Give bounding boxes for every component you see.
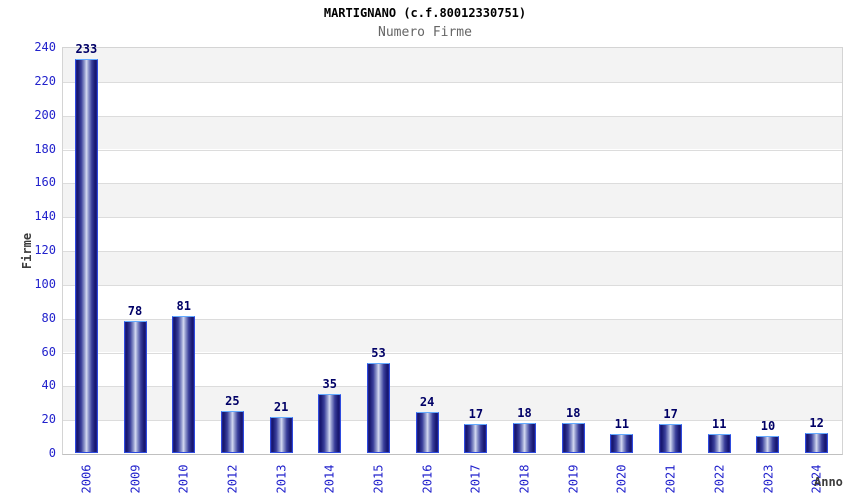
bar-2013 (269, 417, 293, 453)
y-tick-label: 200 (34, 107, 56, 122)
x-axis-title: Anno (814, 475, 843, 489)
y-tick-label: 140 (34, 209, 56, 224)
x-tick-label: 2022 (712, 464, 727, 494)
y-tick-label: 20 (41, 412, 56, 427)
plot-band (63, 48, 842, 82)
x-tick-label: 2023 (760, 464, 775, 494)
x-tick-label: 2006 (79, 464, 94, 494)
bar-value-label: 21 (273, 400, 289, 415)
x-tick-label: 2016 (420, 464, 435, 494)
x-tick-label: 2019 (566, 464, 581, 494)
y-tick-label: 180 (34, 141, 56, 156)
chart-subtitle: Numero Firme (378, 25, 472, 40)
y-tick-label: 40 (41, 378, 56, 393)
chart-title: MARTIGNANO (c.f.80012330751) (323, 6, 527, 20)
x-tick-label: 2017 (468, 464, 483, 494)
plot-band (63, 251, 842, 285)
bar-2024 (805, 432, 829, 453)
bar-2014 (318, 393, 342, 453)
bar-value-label: 11 (614, 417, 630, 432)
bar-value-label: 233 (75, 41, 98, 56)
y-tick-label: 160 (34, 175, 56, 190)
bar-value-label: 78 (127, 304, 143, 319)
x-tick-label: 2010 (176, 464, 191, 494)
plot-band (63, 183, 842, 218)
bar-2021 (659, 424, 683, 453)
x-tick-label: 2014 (322, 464, 337, 494)
y-tick-label: 80 (41, 310, 56, 325)
y-tick-label: 0 (48, 446, 56, 460)
bar-2012 (220, 410, 244, 453)
plot-band (63, 217, 842, 251)
bar-2023 (756, 436, 780, 453)
x-tick-label: 2018 (517, 464, 532, 494)
y-tick-label: 60 (41, 344, 56, 359)
x-tick-label: 2013 (274, 464, 289, 494)
bar-value-label: 11 (712, 417, 727, 432)
bar-2010 (172, 315, 196, 453)
bar-value-label: 17 (663, 407, 678, 422)
bar-2017 (464, 424, 488, 453)
y-tick-label: 240 (34, 40, 56, 54)
bar-2020 (610, 434, 634, 453)
bar-2009 (123, 321, 147, 453)
bar-value-label: 18 (565, 405, 581, 420)
bar-value-label: 35 (322, 376, 337, 391)
y-tick-label: 120 (34, 243, 56, 257)
bar-value-label: 53 (371, 346, 386, 361)
bar-value-label: 25 (225, 393, 240, 408)
plot-band (63, 149, 842, 184)
x-tick-label: 2012 (225, 464, 240, 494)
y-tick-label: 220 (34, 73, 56, 88)
bar-2019 (561, 422, 585, 453)
x-tick-label: 2021 (663, 464, 678, 494)
plot-band (63, 115, 842, 150)
x-tick-label: 2009 (128, 464, 143, 494)
bar-value-label: 17 (468, 407, 484, 422)
bar-2022 (707, 434, 731, 453)
bar-value-label: 81 (176, 298, 191, 313)
plot-band (63, 284, 842, 319)
plot-band (63, 81, 842, 116)
y-tick-label: 100 (34, 276, 56, 291)
bar-2006 (74, 58, 98, 453)
bar-value-label: 18 (517, 405, 532, 420)
bar-value-label: 24 (419, 395, 435, 410)
x-tick-label: 2015 (371, 464, 386, 494)
bar-2018 (513, 422, 537, 453)
bar-value-label: 10 (760, 419, 776, 434)
bar-2015 (366, 363, 390, 453)
bar-value-label: 12 (809, 415, 824, 430)
x-tick-label: 2020 (614, 464, 629, 494)
bar-2016 (415, 412, 439, 453)
